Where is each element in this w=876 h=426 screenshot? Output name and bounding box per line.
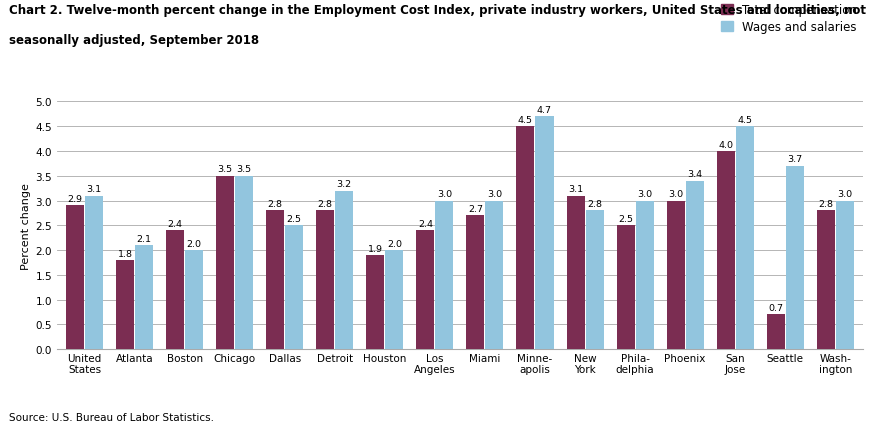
Bar — [266, 211, 284, 349]
Text: 2.1: 2.1 — [137, 234, 152, 243]
Text: 2.5: 2.5 — [618, 214, 633, 223]
Bar — [116, 260, 134, 349]
Bar — [316, 211, 335, 349]
Bar — [836, 201, 854, 349]
Bar — [336, 191, 353, 349]
Text: 2.0: 2.0 — [387, 239, 402, 248]
Bar — [366, 256, 385, 349]
Bar — [85, 196, 103, 349]
Bar — [466, 216, 484, 349]
Text: 2.8: 2.8 — [268, 199, 283, 208]
Text: 1.9: 1.9 — [368, 244, 383, 253]
Bar — [535, 117, 554, 349]
Bar — [235, 176, 253, 349]
Text: 2.0: 2.0 — [187, 239, 201, 248]
Bar — [717, 152, 735, 349]
Bar — [636, 201, 653, 349]
Text: Source: U.S. Bureau of Labor Statistics.: Source: U.S. Bureau of Labor Statistics. — [9, 412, 214, 422]
Legend: Total compensation, Wages and salaries: Total compensation, Wages and salaries — [721, 4, 857, 34]
Text: 4.5: 4.5 — [518, 115, 533, 124]
Text: Chart 2. Twelve-month percent change in the Employment Cost Index, private indus: Chart 2. Twelve-month percent change in … — [9, 4, 865, 17]
Text: 1.8: 1.8 — [117, 249, 132, 258]
Text: 3.7: 3.7 — [788, 155, 802, 164]
Text: 3.0: 3.0 — [487, 190, 502, 199]
Text: 2.8: 2.8 — [318, 199, 333, 208]
Text: 2.4: 2.4 — [167, 219, 182, 228]
Text: 2.8: 2.8 — [818, 199, 833, 208]
Text: 3.2: 3.2 — [336, 180, 352, 189]
Bar — [766, 315, 785, 349]
Text: 3.4: 3.4 — [687, 170, 703, 179]
Bar — [216, 176, 234, 349]
Bar — [185, 250, 203, 349]
Text: 3.5: 3.5 — [217, 165, 233, 174]
Bar — [385, 250, 403, 349]
Bar — [816, 211, 835, 349]
Text: 2.8: 2.8 — [587, 199, 602, 208]
Text: 3.0: 3.0 — [437, 190, 452, 199]
Bar — [667, 201, 685, 349]
Text: 2.9: 2.9 — [67, 195, 82, 204]
Text: 3.1: 3.1 — [87, 185, 102, 194]
Text: 3.0: 3.0 — [637, 190, 652, 199]
Text: 4.0: 4.0 — [718, 140, 733, 149]
Bar — [617, 226, 634, 349]
Bar — [686, 181, 703, 349]
Text: 3.0: 3.0 — [668, 190, 683, 199]
Bar — [435, 201, 454, 349]
Text: 4.7: 4.7 — [537, 106, 552, 115]
Text: 2.5: 2.5 — [286, 214, 301, 223]
Text: 2.7: 2.7 — [468, 204, 483, 213]
Bar — [416, 231, 434, 349]
Bar — [135, 245, 153, 349]
Bar — [166, 231, 184, 349]
Text: 4.5: 4.5 — [738, 115, 752, 124]
Text: 0.7: 0.7 — [768, 303, 783, 312]
Text: 3.5: 3.5 — [237, 165, 251, 174]
Bar — [585, 211, 604, 349]
Bar — [736, 127, 753, 349]
Text: 3.0: 3.0 — [837, 190, 852, 199]
Bar — [286, 226, 303, 349]
Bar — [485, 201, 504, 349]
Bar — [786, 167, 804, 349]
Bar — [66, 206, 84, 349]
Bar — [517, 127, 534, 349]
Text: seasonally adjusted, September 2018: seasonally adjusted, September 2018 — [9, 34, 259, 47]
Text: 2.4: 2.4 — [418, 219, 433, 228]
Bar — [567, 196, 584, 349]
Y-axis label: Percent change: Percent change — [21, 182, 32, 269]
Text: 3.1: 3.1 — [568, 185, 583, 194]
